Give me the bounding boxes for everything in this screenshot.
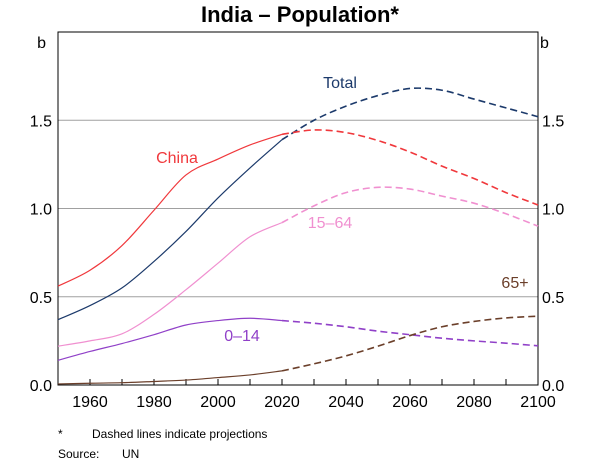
series-line-projection <box>281 186 539 227</box>
footnote-star: * <box>58 427 63 441</box>
x-tick-label: 1960 <box>72 394 108 411</box>
series-label: 15–64 <box>308 215 353 232</box>
x-tick-label: 2040 <box>328 394 364 411</box>
y-tick-label-left: 0.0 <box>30 378 52 395</box>
source-label: Source: <box>58 447 100 461</box>
series-line-projection <box>281 129 539 206</box>
y-tick-label-right: 1.5 <box>542 113 564 130</box>
source-text: UN <box>122 447 140 461</box>
plot-frame <box>57 31 539 386</box>
y-tick-label-right: 0.5 <box>542 290 564 307</box>
series-line-historical <box>57 222 283 347</box>
x-tick-label: 2080 <box>456 394 492 411</box>
series-line-projection <box>281 319 539 347</box>
x-tick-label: 1980 <box>136 394 172 411</box>
y-tick-label-right: 0.0 <box>542 378 564 395</box>
series-label: China <box>156 150 198 167</box>
x-tick-label: 2000 <box>200 394 236 411</box>
series-line-projection <box>281 315 539 372</box>
series-label: 0–14 <box>224 328 260 345</box>
series-line-historical <box>57 133 283 287</box>
y-axis-unit-left: b <box>37 35 46 52</box>
series-label: Total <box>323 75 357 92</box>
y-axis-unit-right: b <box>540 35 549 52</box>
footnote-text: Dashed lines indicate projections <box>92 427 268 441</box>
y-tick-label-right: 1.0 <box>542 202 564 219</box>
y-tick-label-left: 1.0 <box>30 202 52 219</box>
chart-title: India – Population* <box>200 2 399 27</box>
series-label: 65+ <box>501 275 528 292</box>
series-line-historical <box>57 139 283 321</box>
series-line-historical <box>57 317 283 361</box>
y-tick-label-left: 1.5 <box>30 113 52 130</box>
x-tick-label: 2100 <box>520 394 556 411</box>
y-tick-label-left: 0.5 <box>30 290 52 307</box>
x-tick-label: 2020 <box>264 394 300 411</box>
x-tick-label: 2060 <box>392 394 428 411</box>
series-line-projection <box>281 87 539 141</box>
series-line-historical <box>57 370 283 385</box>
